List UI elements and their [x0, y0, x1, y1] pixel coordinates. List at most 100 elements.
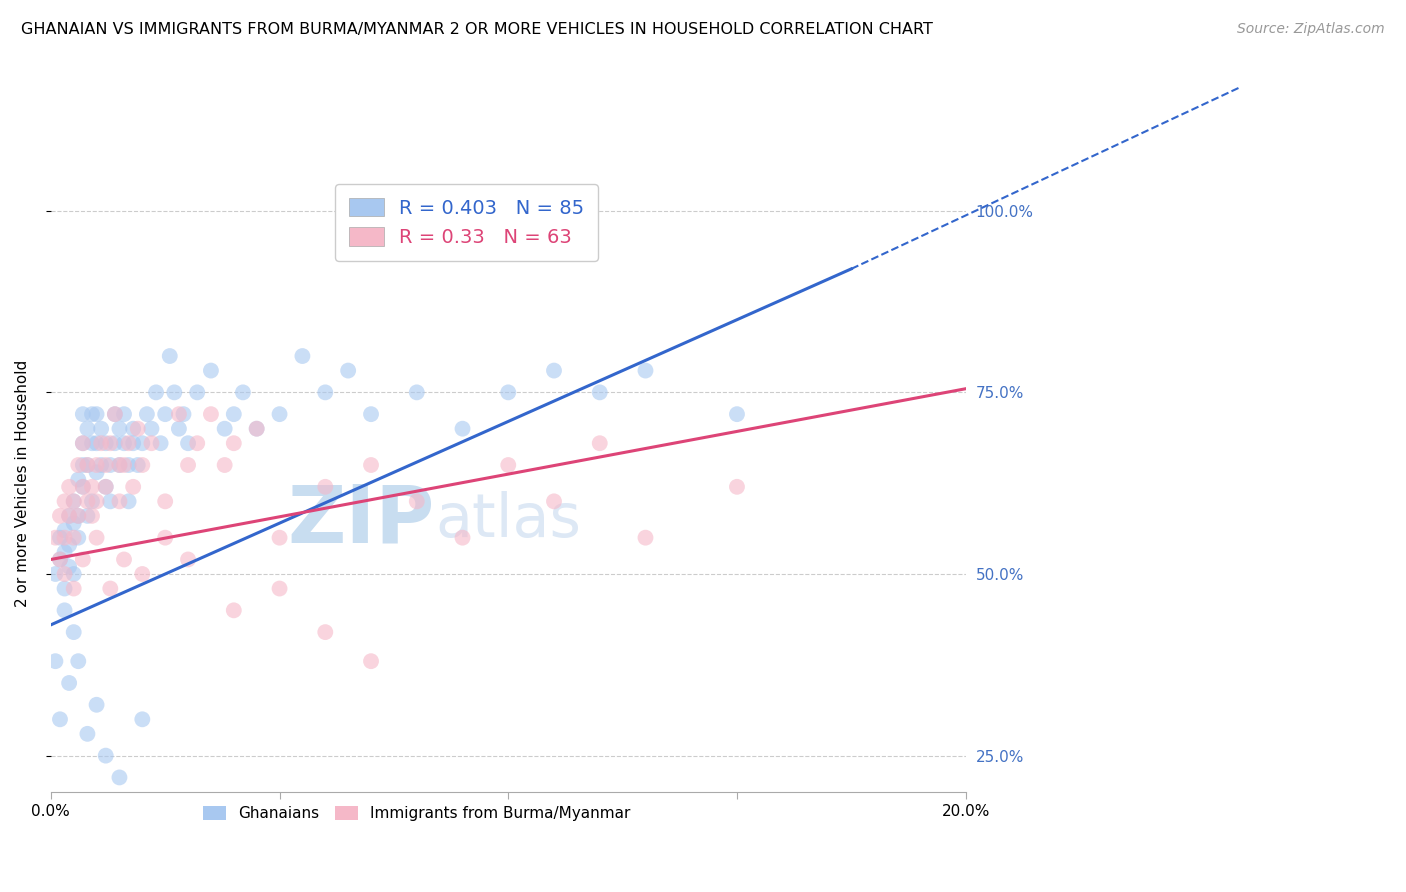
- Point: [451, 422, 474, 436]
- Point: [76, 458, 98, 472]
- Point: [62, 516, 84, 530]
- Point: [177, 436, 200, 450]
- Point: [167, 407, 190, 421]
- Point: [53, 603, 76, 617]
- Point: [222, 603, 245, 617]
- Point: [496, 385, 519, 400]
- Point: [62, 494, 84, 508]
- Point: [58, 508, 80, 523]
- Point: [53, 524, 76, 538]
- Point: [108, 771, 131, 785]
- Point: [94, 748, 117, 763]
- Point: [131, 712, 153, 726]
- Point: [104, 407, 127, 421]
- Point: [76, 508, 98, 523]
- Point: [86, 494, 108, 508]
- Point: [131, 436, 153, 450]
- Point: [360, 458, 382, 472]
- Point: [104, 407, 127, 421]
- Point: [589, 436, 612, 450]
- Point: [135, 407, 157, 421]
- Point: [200, 363, 222, 377]
- Point: [53, 531, 76, 545]
- Point: [153, 531, 176, 545]
- Point: [44, 566, 66, 581]
- Point: [163, 385, 186, 400]
- Point: [314, 625, 336, 640]
- Text: Source: ZipAtlas.com: Source: ZipAtlas.com: [1237, 22, 1385, 37]
- Point: [53, 494, 76, 508]
- Point: [405, 494, 427, 508]
- Point: [58, 508, 80, 523]
- Point: [543, 494, 565, 508]
- Point: [53, 566, 76, 581]
- Point: [117, 458, 139, 472]
- Point: [86, 465, 108, 479]
- Point: [86, 698, 108, 712]
- Text: atlas: atlas: [434, 491, 581, 549]
- Point: [90, 458, 112, 472]
- Point: [451, 531, 474, 545]
- Point: [58, 676, 80, 690]
- Point: [80, 436, 103, 450]
- Point: [543, 363, 565, 377]
- Point: [269, 407, 291, 421]
- Point: [58, 480, 80, 494]
- Point: [214, 458, 236, 472]
- Text: GHANAIAN VS IMMIGRANTS FROM BURMA/MYANMAR 2 OR MORE VEHICLES IN HOUSEHOLD CORREL: GHANAIAN VS IMMIGRANTS FROM BURMA/MYANMA…: [21, 22, 934, 37]
- Point: [49, 508, 72, 523]
- Point: [127, 458, 149, 472]
- Point: [62, 531, 84, 545]
- Point: [117, 436, 139, 450]
- Point: [246, 422, 269, 436]
- Point: [90, 436, 112, 450]
- Point: [67, 458, 90, 472]
- Point: [108, 458, 131, 472]
- Point: [108, 458, 131, 472]
- Legend: Ghanaians, Immigrants from Burma/Myanmar: Ghanaians, Immigrants from Burma/Myanmar: [197, 800, 637, 828]
- Point: [634, 363, 657, 377]
- Point: [153, 407, 176, 421]
- Point: [200, 407, 222, 421]
- Point: [360, 654, 382, 668]
- Point: [67, 508, 90, 523]
- Point: [72, 480, 94, 494]
- Point: [67, 654, 90, 668]
- Point: [405, 385, 427, 400]
- Point: [98, 582, 121, 596]
- Point: [49, 552, 72, 566]
- Point: [62, 566, 84, 581]
- Point: [725, 407, 748, 421]
- Point: [94, 480, 117, 494]
- Point: [145, 385, 167, 400]
- Point: [76, 727, 98, 741]
- Point: [72, 552, 94, 566]
- Y-axis label: 2 or more Vehicles in Household: 2 or more Vehicles in Household: [15, 359, 30, 607]
- Point: [67, 531, 90, 545]
- Point: [80, 508, 103, 523]
- Point: [167, 422, 190, 436]
- Point: [67, 473, 90, 487]
- Point: [58, 538, 80, 552]
- Point: [72, 480, 94, 494]
- Point: [108, 422, 131, 436]
- Point: [122, 436, 145, 450]
- Point: [269, 582, 291, 596]
- Point: [49, 531, 72, 545]
- Point: [496, 458, 519, 472]
- Point: [62, 582, 84, 596]
- Point: [122, 422, 145, 436]
- Point: [94, 458, 117, 472]
- Point: [269, 531, 291, 545]
- Point: [112, 436, 135, 450]
- Point: [141, 436, 163, 450]
- Point: [131, 566, 153, 581]
- Point: [589, 385, 612, 400]
- Point: [634, 531, 657, 545]
- Point: [222, 436, 245, 450]
- Point: [725, 480, 748, 494]
- Point: [49, 552, 72, 566]
- Point: [214, 422, 236, 436]
- Point: [44, 531, 66, 545]
- Point: [104, 436, 127, 450]
